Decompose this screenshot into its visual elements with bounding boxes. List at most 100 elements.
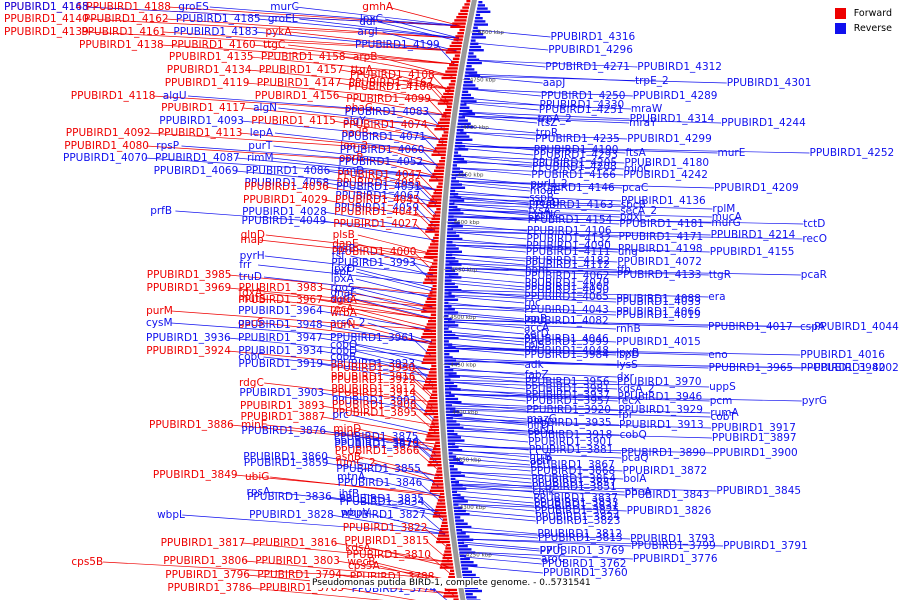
- leader-line: [454, 180, 531, 189]
- forward-feature: [421, 336, 436, 339]
- leader-line: [463, 551, 541, 560]
- leader-line: [447, 326, 525, 335]
- reverse-feature: [444, 365, 450, 369]
- forward-feature: [440, 524, 448, 528]
- gene-label: fdxA: [238, 287, 263, 299]
- reverse-feature: [448, 212, 464, 215]
- leader-line: [245, 560, 452, 581]
- gene-label: PPUBIRD1_4330: [540, 99, 625, 111]
- reverse-feature: [457, 541, 464, 545]
- forward-feature: [428, 224, 440, 227]
- reverse-feature: [444, 378, 451, 381]
- gene-label: recO: [802, 233, 827, 245]
- leader-line: [272, 157, 440, 178]
- reverse-feature: [454, 145, 466, 148]
- leader-line: [450, 427, 620, 436]
- gene-label: wbpL: [157, 509, 185, 521]
- leader-line: [448, 374, 525, 383]
- gene-label: pcaQ: [621, 452, 648, 464]
- reverse-feature: [447, 439, 465, 442]
- gene-label: xerD: [524, 328, 549, 340]
- forward-feature: [433, 416, 439, 419]
- reverse-feature: [444, 282, 455, 285]
- forward-feature: [428, 268, 438, 272]
- gene-label: PPUBIRD1_4209: [714, 182, 799, 194]
- gene-label: mutS: [238, 293, 266, 305]
- reverse-feature: [445, 263, 462, 266]
- leader-line: [355, 278, 433, 299]
- leader-line: [144, 157, 440, 178]
- leader-line: [455, 483, 717, 492]
- leader-line: [362, 170, 439, 191]
- gene-label: PPUBIRD1_3916: [331, 371, 416, 383]
- reverse-feature: [457, 125, 474, 129]
- leader-line: [246, 82, 449, 103]
- forward-feature: [426, 435, 440, 438]
- leader-line: [456, 161, 624, 170]
- forward-feature: [423, 384, 437, 387]
- gene-label: PPUBIRD1_4161: [81, 26, 166, 38]
- gene-label: sbcB: [621, 199, 646, 211]
- gene-label: PPUBIRD1_4045: [335, 194, 420, 206]
- forward-feature: [435, 188, 443, 192]
- leader-line: [227, 337, 433, 358]
- reverse-feature: [451, 173, 466, 177]
- leader-line: [452, 209, 620, 218]
- reverse-feature: [447, 436, 461, 439]
- leader-line: [337, 560, 452, 581]
- gene-label: PPUBIRD1_3912: [331, 383, 416, 395]
- gene-label: cysM: [146, 317, 173, 329]
- forward-feature: [427, 272, 438, 275]
- gene-label: PPUBIRD1_4183: [173, 26, 258, 38]
- leader-line: [456, 498, 535, 507]
- leader-line: [452, 449, 530, 458]
- gene-label: PPUBIRD1_4044: [814, 321, 899, 333]
- leader-line: [448, 374, 617, 383]
- gene-label: PPUBIRD1_3825: [535, 505, 620, 517]
- gene-label: rdgC: [239, 377, 264, 389]
- forward-feature: [427, 432, 440, 435]
- gene-label: cobQ: [620, 429, 647, 441]
- leader-line: [448, 347, 801, 356]
- leader-line: [270, 476, 441, 497]
- gene-label: PPUBIRD1_4072: [617, 256, 702, 268]
- reverse-feature: [444, 349, 459, 353]
- forward-feature: [429, 342, 436, 345]
- gene-label: minE: [241, 419, 267, 431]
- forward-feature: [443, 553, 452, 556]
- genome-backbone: [437, 0, 477, 600]
- reverse-feature: [452, 167, 460, 170]
- gene-label: purM: [146, 305, 173, 317]
- forward-feature: [456, 16, 468, 19]
- reverse-feature: [450, 474, 465, 477]
- leader-line: [326, 182, 438, 203]
- leader-line: [228, 350, 433, 371]
- forward-feature: [431, 195, 442, 198]
- reverse-feature: [450, 189, 456, 193]
- forward-feature: [440, 156, 446, 160]
- forward-feature: [431, 240, 439, 243]
- reverse-feature: [465, 71, 478, 74]
- forward-feature: [425, 252, 438, 256]
- gene-label: PPUBIRD1_4047: [337, 169, 422, 181]
- forward-feature: [438, 496, 445, 499]
- gene-label: ihfB: [339, 488, 359, 500]
- gene-label: trpR: [536, 127, 558, 139]
- forward-feature: [443, 131, 449, 134]
- forward-feature: [429, 457, 442, 460]
- leader-line: [450, 244, 710, 253]
- reverse-feature: [444, 317, 452, 321]
- gene-label: rumA: [710, 407, 739, 419]
- forward-feature: [432, 515, 447, 518]
- gene-label: PPUBIRD1_3816: [253, 537, 338, 549]
- gene-label: lon_2: [340, 140, 368, 152]
- leader-line: [325, 462, 440, 483]
- reverse-feature: [465, 593, 473, 596]
- forward-feature: [445, 89, 455, 92]
- forward-feature: [452, 57, 460, 60]
- forward-feature: [436, 502, 446, 505]
- gene-label: PPUBIRD1_4046: [524, 333, 609, 345]
- forward-feature: [423, 412, 439, 416]
- forward-feature: [443, 92, 454, 96]
- gene-label: ddl: [359, 16, 375, 28]
